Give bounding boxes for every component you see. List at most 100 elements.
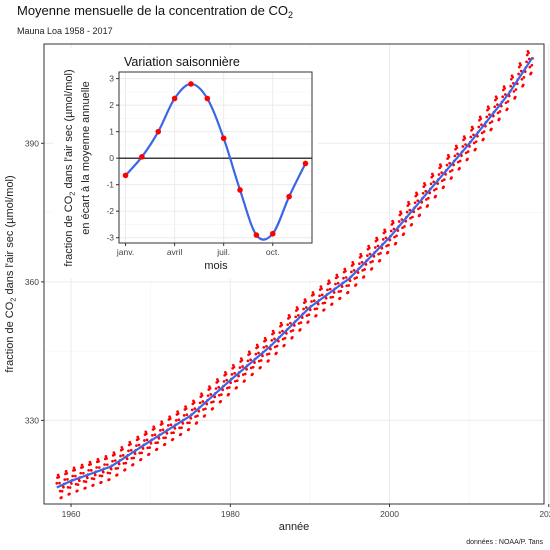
main-plot-border [43,43,545,505]
monthly-point [456,160,460,164]
monthly-point [455,146,459,150]
monthly-point [466,150,470,153]
monthly-point [155,447,159,451]
monthly-point [257,351,260,355]
monthly-point [326,288,329,292]
x-tick-label: 2000 [380,509,399,519]
monthly-point [219,400,223,403]
monthly-point [261,354,264,358]
monthly-point [408,208,412,212]
monthly-point [147,452,151,456]
monthly-point [158,428,162,432]
seasonal-point [302,160,309,167]
monthly-point [490,127,493,131]
seasonal-point [269,230,276,237]
monthly-point [146,446,150,450]
monthly-point [163,442,167,446]
monthly-point [360,254,363,258]
monthly-point [306,320,310,324]
monthly-point [171,437,175,441]
monthly-point [70,482,73,485]
monthly-point [78,479,81,483]
monthly-point [275,351,278,355]
monthly-point [145,438,149,442]
monthly-point [434,194,438,198]
monthly-point [283,336,287,340]
monthly-point [296,307,300,311]
monthly-point [520,77,524,81]
monthly-point [488,121,492,125]
monthly-point [314,314,318,317]
monthly-point [498,117,501,121]
monthly-point [423,183,427,187]
seasonal-point [253,232,260,238]
monthly-point [237,374,240,378]
monthly-point [288,315,292,319]
monthly-point [299,321,303,324]
monthly-point [176,412,180,415]
seasonal-point [171,95,178,102]
monthly-point [113,459,117,462]
monthly-point [401,226,404,230]
monthly-point [350,270,353,274]
monthly-point [286,323,290,327]
monthly-point [339,289,343,293]
monthly-point [195,421,199,424]
monthly-point [58,489,62,493]
inset-plot-background [119,72,312,243]
monthly-point [334,282,337,286]
monthly-point [169,423,173,427]
monthly-point [93,473,97,477]
monthly-point [315,307,319,311]
monthly-point [329,296,333,299]
monthly-point [241,365,244,368]
monthly-point [259,365,262,369]
monthly-point [278,331,282,334]
monthly-point [471,127,475,131]
monthly-point [400,218,404,221]
monthly-point [186,421,189,425]
monthly-point [275,344,279,348]
monthly-point [399,212,403,215]
monthly-point [116,466,120,470]
monthly-point [285,332,288,335]
monthly-point [440,179,444,183]
monthly-point [68,486,72,489]
monthly-point [259,359,263,362]
monthly-point [113,453,116,456]
monthly-point [321,301,325,305]
monthly-point [87,468,91,472]
monthly-point [323,301,327,305]
monthly-point [209,393,213,396]
monthly-point [71,474,75,478]
monthly-point [220,393,223,396]
monthly-point [196,414,199,418]
inset-x-tick-label: oct. [266,247,280,257]
inset-plot-border [118,71,313,244]
monthly-point [332,291,336,294]
monthly-point [251,372,254,376]
monthly-point [73,468,77,472]
monthly-point [389,229,393,233]
monthly-point [381,238,385,241]
monthly-point [189,416,193,420]
monthly-point [313,307,317,311]
monthly-point [281,329,284,333]
monthly-point [151,433,154,437]
monthly-point [212,400,215,404]
monthly-point [474,140,478,144]
monthly-point [312,299,316,303]
monthly-point [348,279,352,283]
x-tick-label: 1980 [221,509,240,519]
monthly-point [103,463,106,466]
monthly-point [517,65,521,69]
monthly-point [109,467,113,471]
monthly-point [166,424,170,427]
monthly-point [124,461,128,465]
monthly-point [63,478,67,481]
monthly-point [474,147,477,151]
monthly-point [156,441,160,445]
monthly-point [448,170,452,173]
monthly-point [88,460,92,464]
monthly-point [119,454,122,458]
